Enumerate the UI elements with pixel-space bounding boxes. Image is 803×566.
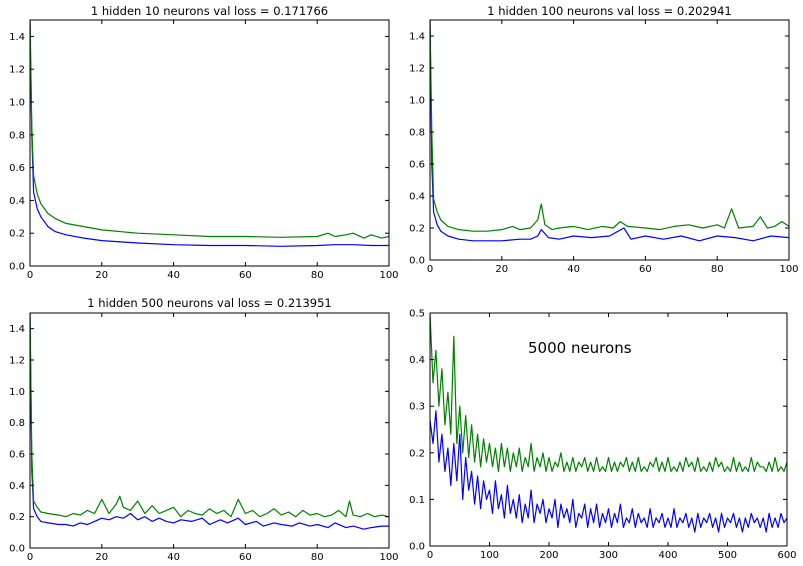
series-line-0 xyxy=(30,20,389,247)
series-line-0 xyxy=(430,410,787,533)
x-tick-label: 100 xyxy=(379,270,398,281)
plot-frame xyxy=(429,312,788,547)
x-tick-label: 100 xyxy=(379,552,398,563)
x-tick-label: 20 xyxy=(95,552,108,563)
y-tick-label: 0.8 xyxy=(409,128,425,139)
x-tick-label: 200 xyxy=(539,550,558,561)
x-tick-label: 0 xyxy=(427,264,433,275)
y-tick-label: 0.2 xyxy=(9,229,25,240)
x-tick-label: 20 xyxy=(495,264,508,275)
y-tick-label: 0.0 xyxy=(409,256,425,267)
y-tick-label: 0.4 xyxy=(9,196,25,207)
subplot-500-neurons: 1 hidden 500 neurons val loss = 0.213951… xyxy=(9,296,398,563)
y-tick-label: 1.0 xyxy=(9,387,25,398)
x-tick-label: 0 xyxy=(27,270,33,281)
series-group xyxy=(30,20,389,247)
x-tick-label: 20 xyxy=(95,270,108,281)
series-line-0 xyxy=(430,20,789,242)
y-tick-label: 0.1 xyxy=(409,495,425,506)
x-tick-label: 80 xyxy=(311,270,324,281)
x-tick-label: 100 xyxy=(779,264,798,275)
subplot-10-neurons: 1 hidden 10 neurons val loss = 0.171766 … xyxy=(9,4,398,281)
x-tick-label: 40 xyxy=(167,552,180,563)
series-line-1 xyxy=(30,20,389,239)
y-tick-label: 1.0 xyxy=(409,96,425,107)
y-tick-label: 0.3 xyxy=(409,402,425,413)
y-tick-label: 0.2 xyxy=(9,512,25,523)
y-tick-label: 0.4 xyxy=(409,192,425,203)
subplot-5000-neurons: 5000 neurons 0 100 200 300 400 500 600 0.0 0.1 0.… xyxy=(409,309,796,562)
chart-title: 1 hidden 10 neurons val loss = 0.171766 xyxy=(91,4,328,18)
plot-frame xyxy=(29,312,390,549)
y-tick-label: 0.0 xyxy=(409,542,425,553)
x-tick-label: 80 xyxy=(311,552,324,563)
x-tick-label: 600 xyxy=(777,550,796,561)
x-tick-label: 0 xyxy=(427,550,433,561)
x-tick-label: 100 xyxy=(480,550,499,561)
series-line-1 xyxy=(30,313,389,518)
y-tick-label: 1.2 xyxy=(9,65,25,76)
y-tick-label: 0.2 xyxy=(409,448,425,459)
y-tick-label: 1.4 xyxy=(9,32,25,43)
x-tick-label: 80 xyxy=(711,264,724,275)
chart-annotation: 5000 neurons xyxy=(528,339,632,357)
x-tick-label: 400 xyxy=(658,550,677,561)
y-tick-label: 0.8 xyxy=(9,130,25,141)
y-tick-label: 0.0 xyxy=(9,544,25,555)
plot-frame xyxy=(429,19,790,261)
y-tick-label: 0.4 xyxy=(409,355,425,366)
chart-title: 1 hidden 500 neurons val loss = 0.213951 xyxy=(87,296,332,310)
y-tick-label: 1.4 xyxy=(409,32,425,43)
y-tick-label: 0.6 xyxy=(409,160,425,171)
y-tick-label: 0.6 xyxy=(9,450,25,461)
series-line-1 xyxy=(430,313,787,472)
y-tick-label: 1.2 xyxy=(9,356,25,367)
x-tick-label: 60 xyxy=(239,270,252,281)
x-tick-label: 0 xyxy=(27,552,33,563)
series-group xyxy=(30,313,389,530)
x-tick-label: 60 xyxy=(639,264,652,275)
y-tick-label: 0.5 xyxy=(409,309,425,320)
y-tick-label: 0.8 xyxy=(9,418,25,429)
series-group xyxy=(430,313,787,533)
y-tick-label: 0.6 xyxy=(9,163,25,174)
y-tick-label: 0.4 xyxy=(9,481,25,492)
x-tick-label: 500 xyxy=(718,550,737,561)
y-tick-label: 1.4 xyxy=(9,324,25,335)
x-tick-label: 40 xyxy=(167,270,180,281)
series-line-1 xyxy=(430,20,789,232)
series-group xyxy=(430,20,789,242)
x-tick-label: 300 xyxy=(599,550,618,561)
y-tick-label: 0.2 xyxy=(409,224,425,235)
plot-frame xyxy=(29,19,390,267)
y-tick-label: 1.2 xyxy=(409,64,425,75)
chart-title: 1 hidden 100 neurons val loss = 0.202941 xyxy=(487,4,732,18)
subplot-100-neurons: 1 hidden 100 neurons val loss = 0.202941… xyxy=(409,4,798,275)
x-tick-label: 60 xyxy=(239,552,252,563)
y-tick-label: 1.0 xyxy=(9,98,25,109)
x-tick-label: 40 xyxy=(567,264,580,275)
y-tick-label: 0.0 xyxy=(9,262,25,273)
series-line-0 xyxy=(30,313,389,530)
